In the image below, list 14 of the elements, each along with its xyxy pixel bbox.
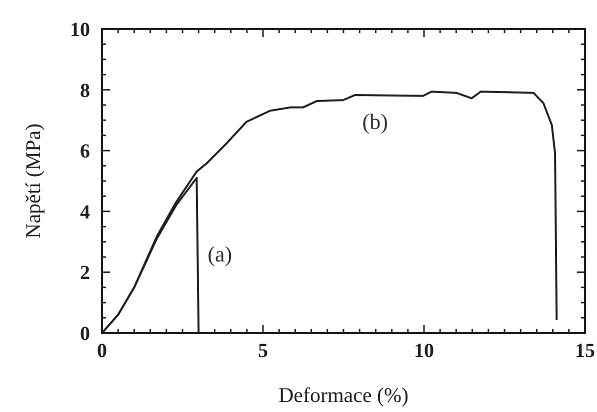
x-tick-label: 0 <box>97 340 107 362</box>
y-tick-label: 0 <box>80 323 90 345</box>
y-tick-label: 4 <box>80 201 90 224</box>
y-tick-label: 6 <box>80 140 90 163</box>
y-axis-title: Napětí (MPa) <box>21 124 45 238</box>
y-tick-label: 10 <box>70 19 90 41</box>
y-tick-label: 2 <box>80 262 90 284</box>
series-label: (a) <box>208 241 232 266</box>
x-axis-title: Deformace (%) <box>278 383 409 407</box>
x-tick-label: 10 <box>414 340 434 362</box>
series-label: (b) <box>362 108 388 134</box>
y-tick-label: 8 <box>80 80 90 102</box>
x-tick-label: 5 <box>258 340 268 362</box>
x-tick-label: 15 <box>575 340 595 362</box>
